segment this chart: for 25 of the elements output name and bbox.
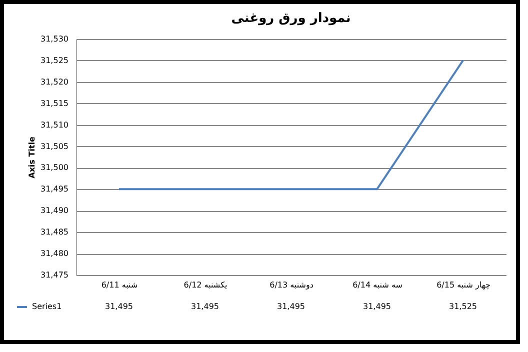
y-tick-label: 31,515 xyxy=(40,98,68,108)
x-tick-label: دوشنبه 6/13 xyxy=(270,280,314,290)
y-tick-label: 31,510 xyxy=(40,120,68,130)
x-tick-label: یکشنبه 6/12 xyxy=(184,280,228,290)
text: 31,495 xyxy=(277,302,305,311)
x-tick-label: چهار شنبه 6/15 xyxy=(436,280,490,290)
y-tick-label: 31,500 xyxy=(40,163,68,172)
y-tick-label: 31,490 xyxy=(40,206,68,216)
y-tick-label: 31,530 xyxy=(40,34,68,44)
text: 31,525 xyxy=(449,302,477,311)
text: 31,495 xyxy=(363,302,391,311)
legend-label: Series1 xyxy=(32,302,62,311)
text: 31,495 xyxy=(105,302,133,311)
y-tick-label: 31,475 xyxy=(40,270,68,280)
y-tick-label: 31,480 xyxy=(40,249,68,258)
y-tick-label: 31,525 xyxy=(40,56,68,65)
y-tick-label: 31,485 xyxy=(40,228,68,237)
y-tick-label: 31,520 xyxy=(40,77,68,86)
x-tick-label: شنبه 6/11 xyxy=(101,280,138,290)
chart-title: نمودار ورق روغنی xyxy=(231,11,351,26)
y-tick-label: 31,495 xyxy=(40,184,68,194)
y-axis-title: Axis Title xyxy=(28,136,37,178)
x-tick-label: سه شنبه 6/14 xyxy=(352,280,403,290)
text: 31,495 xyxy=(191,302,219,311)
y-tick-label: 31,505 xyxy=(40,142,68,151)
